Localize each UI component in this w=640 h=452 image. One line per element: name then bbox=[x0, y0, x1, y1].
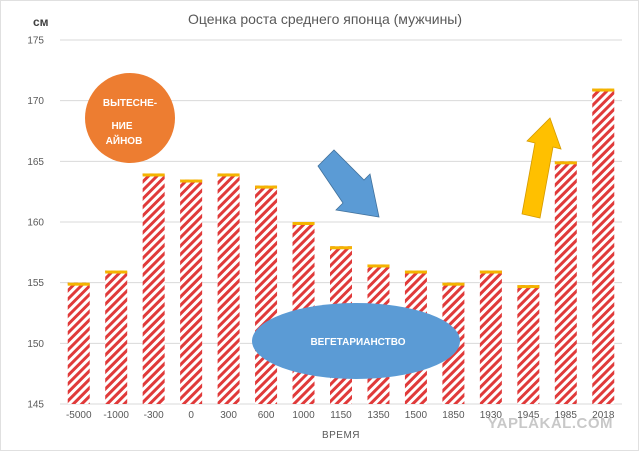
down-arrow-icon bbox=[317, 149, 380, 218]
x-tick-label: 1000 bbox=[292, 410, 315, 421]
y-tick-label: 145 bbox=[27, 400, 44, 411]
bar-0 bbox=[180, 179, 203, 404]
x-tick-label: 300 bbox=[220, 410, 237, 421]
bar-cap-1850 bbox=[442, 282, 465, 286]
bar-cap-600 bbox=[255, 185, 278, 189]
bar-cap--300 bbox=[142, 173, 165, 177]
bar-cap-1350 bbox=[367, 264, 390, 268]
y-unit-label: см bbox=[33, 15, 49, 29]
y-tick-label: 160 bbox=[27, 218, 44, 229]
y-tick-label: 155 bbox=[27, 278, 44, 289]
x-tick-label: 1350 bbox=[367, 410, 390, 421]
orange-circle-shape bbox=[85, 73, 175, 163]
x-tick-label: 1850 bbox=[442, 410, 465, 421]
x-tick-label: -5000 bbox=[66, 410, 92, 421]
bar-cap-1500 bbox=[404, 270, 427, 274]
bar-cap--5000 bbox=[67, 282, 90, 286]
y-tick-label: 175 bbox=[27, 36, 44, 47]
bar-cap--1000 bbox=[105, 270, 128, 274]
y-tick-labels: 145 150 155 160 165 170 175 bbox=[27, 36, 44, 411]
bar-cap-1945 bbox=[517, 285, 540, 289]
bar-cap-2018 bbox=[592, 88, 615, 92]
bar-2018 bbox=[592, 88, 615, 405]
bar-1945 bbox=[517, 285, 540, 404]
x-tick-label: 2018 bbox=[592, 410, 615, 421]
x-tick-label: 600 bbox=[258, 410, 275, 421]
blue-ellipse-shape bbox=[252, 303, 460, 379]
bar-cap-1000 bbox=[292, 222, 315, 225]
bar-cap-1985 bbox=[554, 161, 577, 165]
up-arrow-icon bbox=[521, 117, 562, 219]
ainu-annotation-line-2: НИЕ bbox=[111, 121, 132, 132]
x-tick-label: -300 bbox=[144, 410, 164, 421]
x-tick-label: 1930 bbox=[480, 410, 503, 421]
x-axis-title: ВРЕМЯ bbox=[322, 430, 360, 441]
bar-300 bbox=[217, 173, 240, 404]
ainu-displacement-annotation: ВЫТЕСНЕ- НИЕ АЙНОВ bbox=[85, 73, 175, 163]
x-tick-label: 1985 bbox=[555, 410, 578, 421]
vegetarianism-annotation-label: ВЕГЕТАРИАНСТВО bbox=[310, 337, 405, 348]
x-tick-label: 1945 bbox=[517, 410, 540, 421]
x-tick-label: 1150 bbox=[330, 410, 352, 421]
y-tick-label: 170 bbox=[27, 96, 44, 107]
x-tick-label: 1500 bbox=[405, 410, 428, 421]
watermark: YAPLAKAL.COM bbox=[488, 415, 613, 432]
bar-cap-0 bbox=[180, 179, 203, 183]
y-tick-label: 165 bbox=[27, 157, 44, 168]
bar--300 bbox=[142, 173, 165, 404]
x-tick-label: 0 bbox=[188, 410, 194, 421]
bar-1930 bbox=[479, 270, 502, 404]
x-tick-label: -1000 bbox=[103, 410, 129, 421]
ainu-annotation-line-3: АЙНОВ bbox=[106, 134, 143, 147]
bar-1985 bbox=[554, 161, 577, 404]
vegetarianism-annotation: ВЕГЕТАРИАНСТВО bbox=[252, 303, 460, 379]
x-tick-labels: -5000 -1000 -300 0 300 600 1000 1150 1350 1500 185… bbox=[66, 410, 615, 421]
bar-cap-300 bbox=[217, 173, 240, 177]
ainu-annotation-line-1: ВЫТЕСНЕ- bbox=[103, 98, 157, 109]
bar-600 bbox=[255, 185, 278, 404]
bar-cap-1930 bbox=[479, 270, 502, 274]
bar--5000 bbox=[67, 282, 90, 404]
chart-title: Оценка роста среднего японца (мужчины) bbox=[188, 11, 462, 27]
bar-cap-1150 bbox=[330, 246, 352, 250]
y-tick-label: 150 bbox=[27, 339, 44, 350]
bar--1000 bbox=[105, 270, 128, 404]
